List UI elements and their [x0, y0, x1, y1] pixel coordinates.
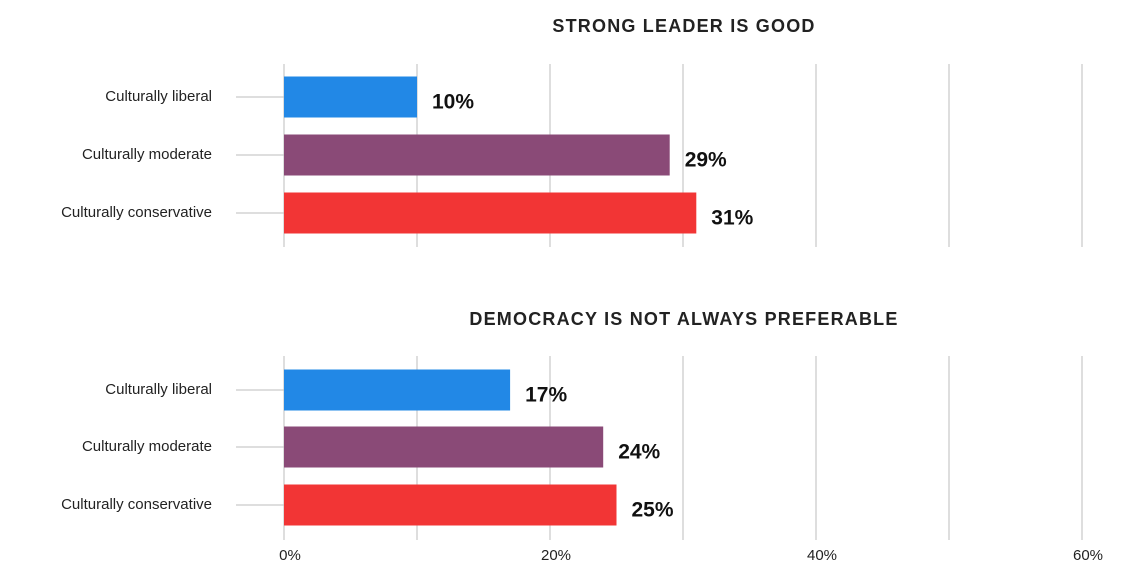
value-label: 25%: [632, 499, 674, 522]
x-tick-label: 0%: [279, 547, 301, 564]
value-label: 29%: [685, 149, 727, 172]
x-tick-label: 60%: [1073, 547, 1103, 564]
category-label: Culturally liberal: [105, 381, 212, 398]
value-label: 17%: [525, 384, 567, 407]
value-label: 24%: [618, 441, 660, 464]
category-label: Culturally moderate: [82, 438, 212, 455]
category-label: Culturally conservative: [61, 496, 212, 513]
bar-culturally-conservative: [284, 484, 617, 526]
bar-culturally-moderate: [284, 134, 670, 176]
value-label: 31%: [711, 207, 753, 230]
category-label: Culturally conservative: [61, 204, 212, 221]
x-tick-label: 40%: [807, 547, 837, 564]
category-label: Culturally liberal: [105, 88, 212, 105]
bar-culturally-conservative: [284, 192, 697, 234]
bar-culturally-liberal: [284, 76, 417, 118]
value-label: 10%: [432, 91, 474, 114]
bar-culturally-liberal: [284, 369, 511, 411]
bar-culturally-moderate: [284, 426, 604, 468]
x-tick-label: 20%: [541, 547, 571, 564]
panel-title: STRONG LEADER IS GOOD: [552, 16, 815, 36]
category-label: Culturally moderate: [82, 146, 212, 163]
panel-title: DEMOCRACY IS NOT ALWAYS PREFERABLE: [469, 309, 898, 329]
